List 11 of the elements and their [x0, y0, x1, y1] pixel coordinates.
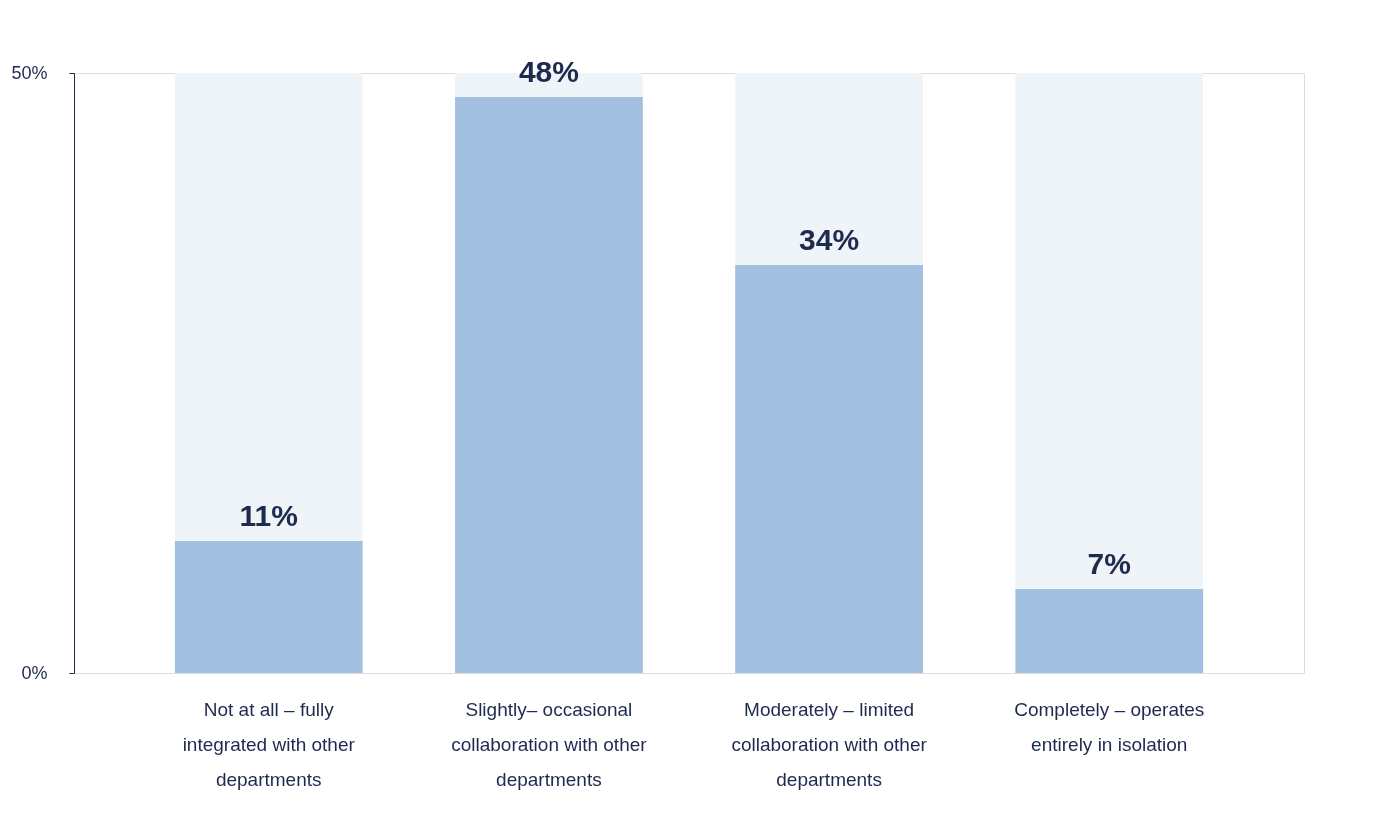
data-label: 7%: [1087, 547, 1131, 580]
bar: [174, 541, 363, 673]
x-tick-label: Completely – operates entirely in isolation: [1014, 699, 1205, 755]
data-label: 48%: [518, 55, 579, 88]
data-label: 34%: [799, 223, 860, 256]
data-label: 11%: [239, 499, 298, 532]
y-tick-label: 50%: [11, 62, 48, 83]
x-tick-label: Moderately – limited collaboration with other departments: [731, 699, 928, 790]
x-tick-label: Slightly– occasional collaboration with other departments: [451, 699, 648, 790]
y-tick-label: 0%: [21, 662, 48, 683]
x-tick-label: Not at all – fully integrated with other departments: [182, 699, 356, 790]
